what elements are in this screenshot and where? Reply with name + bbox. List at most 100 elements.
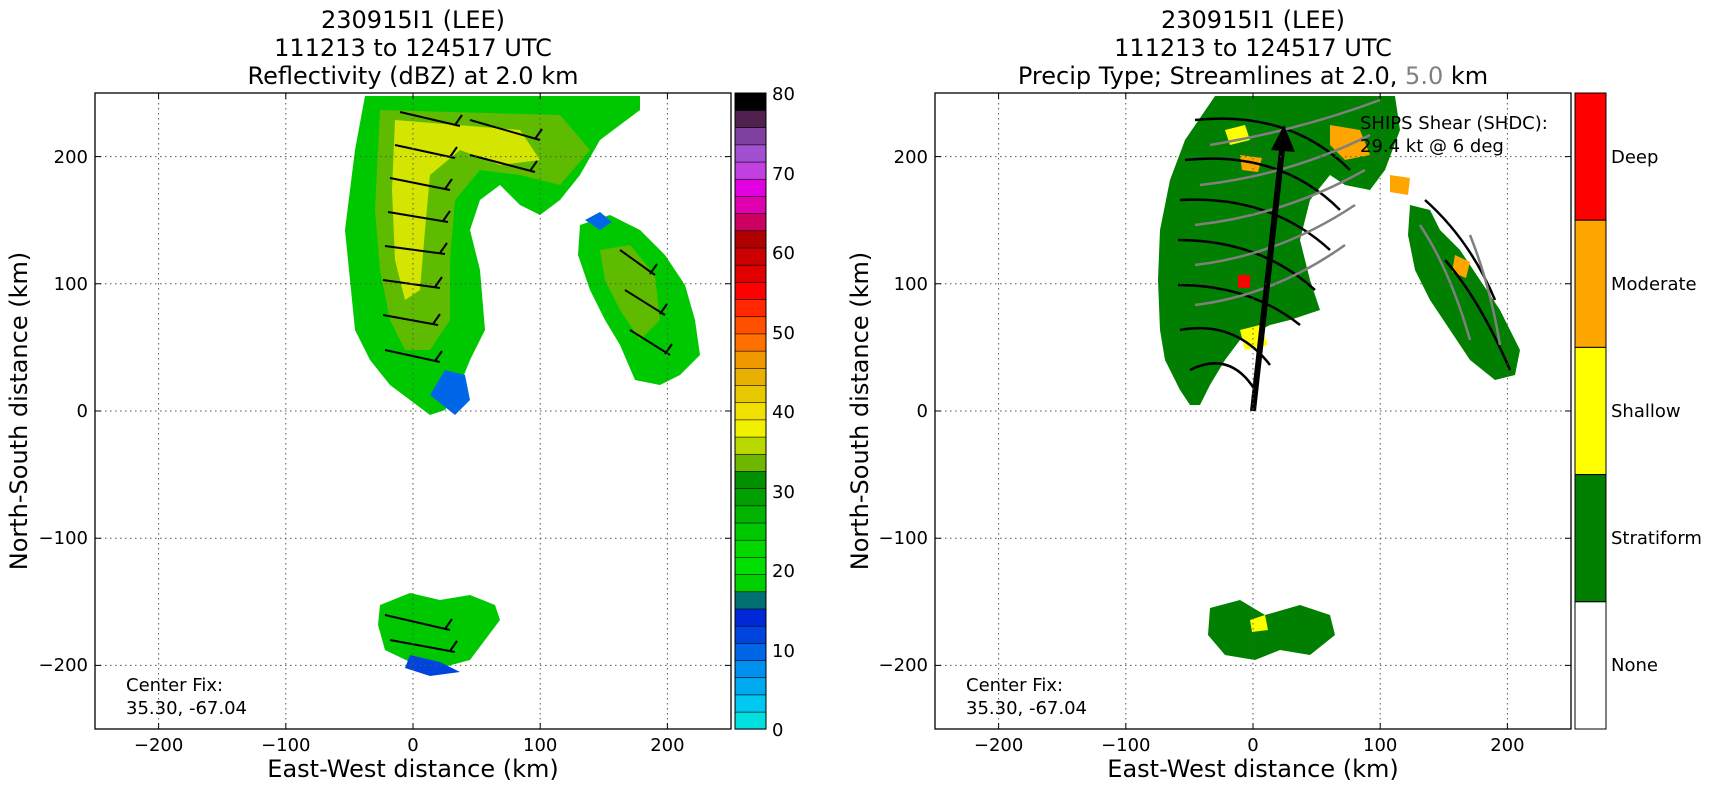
colorbar-tick-label: 80 bbox=[772, 84, 795, 105]
colorbar-segment bbox=[734, 161, 767, 180]
streamline bbox=[1418, 224, 1472, 341]
x-tick-label: 0 bbox=[407, 735, 418, 756]
x-tick-label: −200 bbox=[134, 735, 183, 756]
precip-colorbar-labels: Deep Moderate Shallow Stratiform None bbox=[1611, 147, 1702, 676]
left-title-line2: 111213 to 124517 UTC bbox=[274, 34, 552, 62]
colorbar-segment bbox=[734, 350, 767, 369]
x-tick-label: 100 bbox=[1363, 735, 1397, 756]
precip-deep-patch bbox=[1238, 275, 1250, 288]
y-tick-label: −200 bbox=[39, 655, 88, 676]
streamline bbox=[1189, 362, 1257, 391]
precip-category-deep bbox=[1574, 92, 1607, 221]
colorbar-segment bbox=[734, 453, 767, 472]
colorbar-segment bbox=[734, 230, 767, 249]
colorbar-tick-label: 30 bbox=[772, 482, 795, 503]
reflectivity-colorbar: 80 70 60 50 40 30 20 10 0 bbox=[734, 84, 795, 741]
precip-type-field bbox=[1158, 96, 1520, 660]
colorbar-segment bbox=[734, 402, 767, 421]
precip-stratiform-band-northeast bbox=[1408, 205, 1520, 380]
right-title-line3-suffix: km bbox=[1443, 62, 1488, 90]
wind-barb bbox=[384, 349, 443, 363]
x-tick-label: −100 bbox=[261, 735, 310, 756]
colorbar-segment bbox=[734, 642, 767, 661]
x-tick-label: 0 bbox=[1247, 735, 1258, 756]
precip-shallow-patch bbox=[1250, 615, 1268, 632]
left-panel: 230915I1 (LEE) 111213 to 124517 UTC Refl… bbox=[5, 6, 795, 783]
streamline bbox=[1424, 199, 1497, 301]
shear-arrow-head bbox=[1271, 125, 1295, 152]
colorbar-segment bbox=[734, 264, 767, 283]
reflectivity-band-north-core bbox=[392, 120, 540, 300]
precip-stratiform-band-north bbox=[1158, 96, 1400, 405]
streamlines-5km bbox=[1194, 98, 1502, 346]
reflectivity-colorbar-segments bbox=[734, 92, 767, 730]
colorbar-segment bbox=[734, 127, 767, 146]
precip-type-colorbar: Deep Moderate Shallow Stratiform None bbox=[1574, 92, 1702, 730]
reflectivity-cluster-south-edge bbox=[405, 655, 460, 676]
colorbar-segment bbox=[734, 539, 767, 558]
colorbar-segment bbox=[734, 109, 767, 128]
streamline bbox=[1179, 326, 1271, 366]
colorbar-tick-label: 40 bbox=[772, 402, 795, 423]
colorbar-segment bbox=[734, 505, 767, 524]
precip-moderate-patch bbox=[1390, 175, 1410, 195]
colorbar-segment bbox=[734, 247, 767, 266]
left-title-line3: Reflectivity (dBZ) at 2.0 km bbox=[248, 62, 579, 90]
wind-barb bbox=[382, 276, 443, 289]
right-y-tick-labels: 200 100 0 −100 −200 bbox=[879, 147, 928, 676]
y-tick-label: 0 bbox=[917, 401, 928, 422]
reflectivity-cluster-south bbox=[378, 593, 500, 668]
y-tick-label: −100 bbox=[39, 528, 88, 549]
colorbar-tick-label: 50 bbox=[772, 323, 795, 344]
x-tick-label: −100 bbox=[1101, 735, 1150, 756]
wind-barb bbox=[469, 154, 538, 173]
colorbar-tick-label: 70 bbox=[772, 164, 795, 185]
colorbar-segment bbox=[734, 488, 767, 507]
colorbar-segment bbox=[734, 384, 767, 404]
colorbar-segment bbox=[734, 556, 767, 575]
left-title-line1: 230915I1 (LEE) bbox=[321, 6, 505, 34]
right-x-tick-labels: −200 −100 0 100 200 bbox=[974, 735, 1525, 756]
y-tick-label: 0 bbox=[77, 401, 88, 422]
colorbar-segment bbox=[734, 213, 767, 232]
right-title-line3-grey: 5.0 bbox=[1405, 62, 1443, 90]
colorbar-segment bbox=[734, 281, 767, 300]
streamline bbox=[1184, 157, 1341, 211]
left-x-tick-labels: −200 −100 0 100 200 bbox=[134, 735, 685, 756]
streamline bbox=[1194, 243, 1346, 307]
colorbar-segment bbox=[734, 178, 767, 197]
colorbar-segment bbox=[734, 625, 767, 644]
wind-barb bbox=[389, 177, 453, 191]
y-tick-label: −100 bbox=[879, 528, 928, 549]
colorbar-segment bbox=[734, 92, 767, 111]
streamline bbox=[1179, 198, 1331, 251]
y-tick-label: 200 bbox=[54, 147, 88, 168]
wind-barb bbox=[384, 614, 453, 631]
colorbar-segment bbox=[734, 608, 767, 627]
colorbar-segment bbox=[734, 316, 767, 335]
precip-label-moderate: Moderate bbox=[1611, 274, 1697, 295]
left-grid bbox=[95, 93, 731, 729]
streamline bbox=[1199, 133, 1371, 187]
colorbar-segment bbox=[734, 522, 767, 541]
left-ticks bbox=[95, 93, 731, 729]
precip-label-stratiform: Stratiform bbox=[1611, 528, 1702, 549]
y-tick-label: 200 bbox=[894, 147, 928, 168]
colorbar-segment bbox=[734, 711, 767, 730]
wind-barb bbox=[624, 289, 668, 316]
shear-arrow-shaft bbox=[1250, 149, 1285, 412]
colorbar-segment bbox=[734, 694, 767, 713]
precip-label-shallow: Shallow bbox=[1611, 401, 1681, 422]
reflectivity-band-northeast-edge bbox=[585, 212, 612, 230]
right-center-fix-value: 35.30, -67.04 bbox=[966, 698, 1087, 719]
wind-barb bbox=[382, 313, 441, 326]
streamline bbox=[1209, 98, 1381, 147]
right-grid bbox=[935, 93, 1571, 729]
colorbar-segment bbox=[734, 144, 767, 163]
colorbar-frame bbox=[734, 92, 767, 730]
precip-label-deep: Deep bbox=[1611, 147, 1658, 168]
streamline bbox=[1468, 234, 1502, 346]
right-title-line1: 230915I1 (LEE) bbox=[1161, 6, 1345, 34]
colorbar-segment bbox=[734, 195, 767, 214]
right-ticks bbox=[935, 93, 1571, 729]
